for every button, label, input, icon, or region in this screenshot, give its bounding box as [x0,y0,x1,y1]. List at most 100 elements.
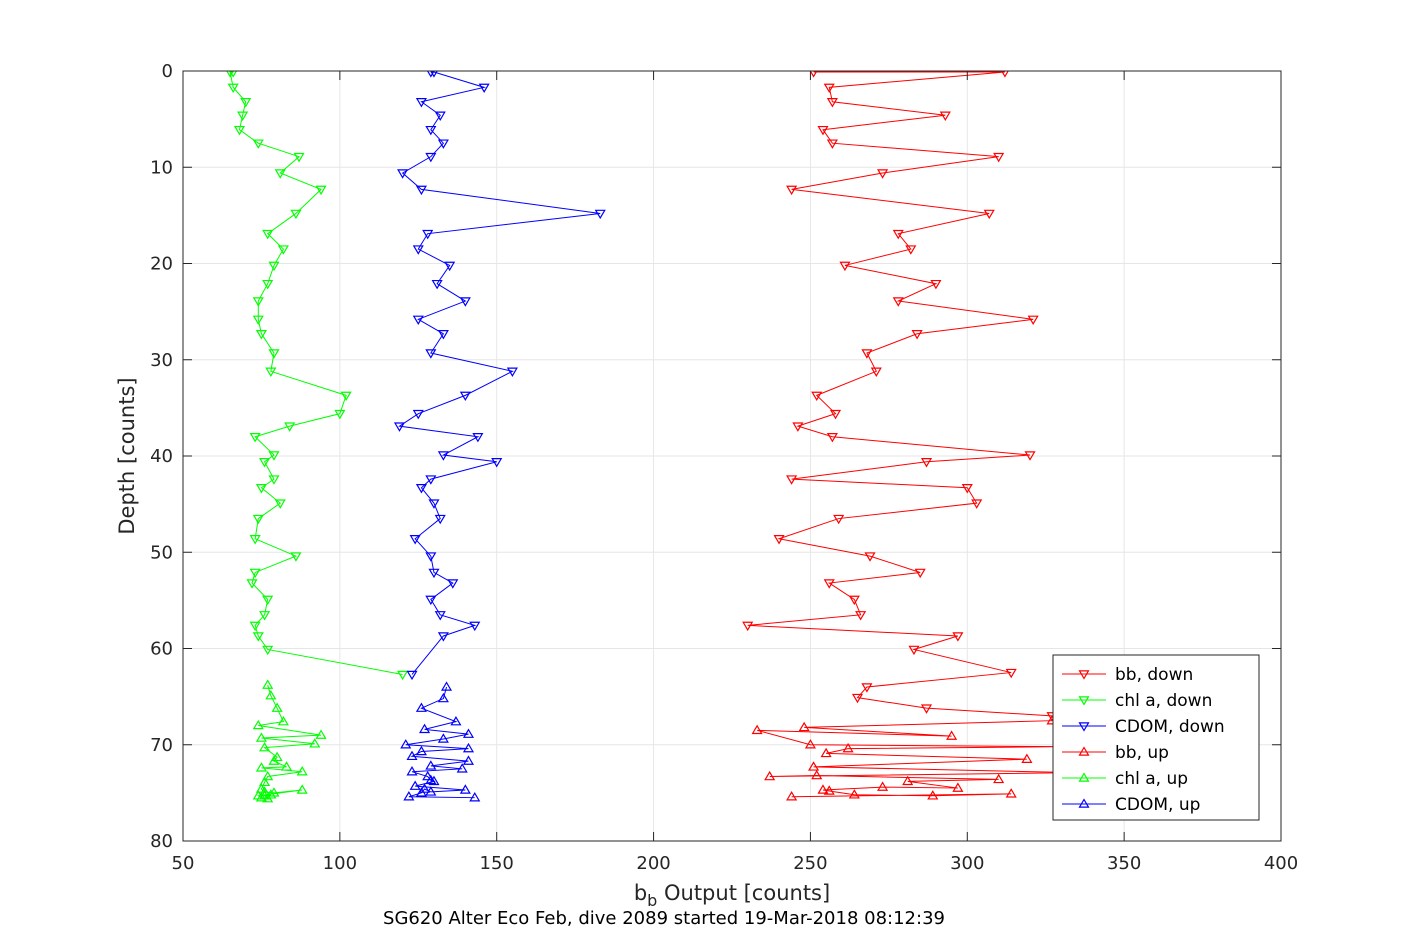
data-point-marker [447,579,459,589]
data-point-marker [428,499,440,509]
data-point-marker [993,152,1005,163]
data-point-marker [437,451,449,461]
data-point-marker [437,692,449,703]
data-point-marker [425,552,437,562]
data-point-marker [826,98,838,108]
data-point-marker [786,475,798,485]
y-tick-label: 0 [162,61,173,82]
data-point-marker [406,750,418,761]
data-point-marker [262,770,274,781]
data-point-marker [412,409,424,420]
data-point-marker [751,724,763,735]
legend-swatch-marker [1078,722,1090,732]
data-point-marker [226,71,234,78]
data-point-marker [911,330,923,340]
data-point-marker [425,595,437,606]
y-axis-label: Depth [counts] [115,377,139,534]
series-chl-a-up [252,679,327,803]
legend-label: chl a, up [1115,769,1188,789]
data-point-marker [422,229,434,240]
y-tick-label: 50 [150,542,173,563]
legend-label: chl a, down [1115,691,1212,711]
data-point-marker [459,784,471,794]
data-point-marker [462,728,475,738]
data-point-marker [786,185,798,196]
x-tick-label: 100 [323,853,357,874]
x-tick-label: 50 [172,853,195,874]
data-point-marker [284,422,296,432]
legend-label: bb, up [1115,743,1169,763]
data-point-marker [419,783,431,793]
data-point-marker [268,349,280,359]
data-point-marker [406,670,418,681]
y-tick-label: 20 [150,254,173,275]
data-point-marker [462,742,475,753]
data-point-marker [920,458,933,468]
data-point-marker [315,729,327,739]
data-point-marker [861,349,873,359]
data-point-marker [296,784,308,794]
series-cdom-up [400,681,481,802]
grid [183,71,1281,841]
x-axis-label-rest: Output [counts] [657,881,830,905]
data-point-marker [946,730,958,740]
data-point-marker [848,595,860,606]
data-point-marker [798,721,810,732]
data-point-marker [914,568,926,579]
data-point-marker [403,791,415,801]
data-point-marker [296,766,308,776]
x-tick-label: 150 [480,853,514,874]
data-point-marker [268,475,280,485]
data-point-marker [864,552,876,562]
data-point-marker [444,261,456,272]
data-point-marker [877,169,889,179]
data-point-marker [792,422,804,432]
x-axis-label-main: b [634,881,647,905]
series-line [756,720,1078,798]
data-point-marker [1001,71,1009,78]
data-point-marker [255,330,267,340]
data-point-marker [252,719,264,730]
data-point-marker [255,762,267,772]
data-point-marker [271,751,283,762]
data-point-marker [265,789,277,799]
data-point-marker [425,152,437,163]
data-point-marker [262,279,274,290]
data-point-marker [804,739,816,749]
data-point-marker [265,367,277,377]
data-point-marker [268,261,280,272]
data-point-marker [434,111,446,121]
data-point-marker [811,769,823,780]
x-tick-label: 400 [1264,853,1298,874]
data-point-marker [829,409,842,420]
data-point-marker [469,792,481,802]
data-point-marker [930,279,942,290]
data-point-marker [406,766,418,776]
data-point-marker [742,621,754,632]
data-point-marker [826,433,838,443]
x-tick-label: 300 [950,853,984,874]
data-point-marker [249,568,261,579]
data-point-marker [262,645,274,656]
series-line [405,686,475,799]
legend-swatch-marker [1078,772,1090,782]
data-point-marker [255,484,267,494]
data-point-marker [259,458,271,468]
data-point-marker [240,98,252,108]
data-point-marker [437,733,449,743]
data-point-marker [274,169,286,179]
x-axis-label-subscript: b [647,891,657,910]
data-point-marker [425,774,437,785]
data-point-marker [428,568,440,579]
data-point-marker [419,723,431,734]
data-point-marker [993,773,1005,784]
data-point-marker [252,297,264,307]
legend-swatch-marker [1078,696,1090,706]
data-point-marker [823,785,835,795]
data-point-marker [290,552,302,562]
legend-item: CDOM, down [1062,717,1225,737]
data-point-marker [409,535,421,545]
data-point-marker [249,433,261,443]
data-point-marker [786,791,798,801]
data-point-marker [469,621,481,632]
